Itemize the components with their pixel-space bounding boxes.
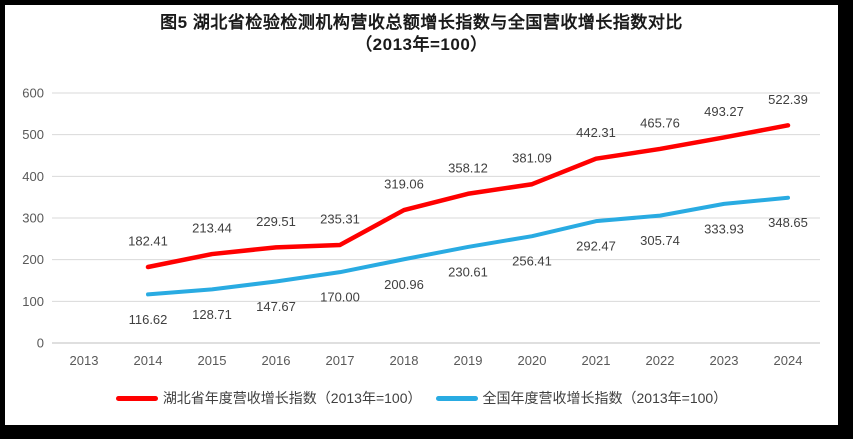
x-tick-label: 2020 (518, 353, 547, 368)
x-tick-label: 2014 (134, 353, 163, 368)
legend-item-national: 全国年度营收增长指数（2013年=100） (435, 388, 728, 408)
chart-title-line1: 图5 湖北省检验检测机构营收总额增长指数与全国营收增长指数对比 (160, 13, 683, 32)
data-label: 128.71 (192, 307, 232, 322)
legend-item-hubei: 湖北省年度营收增长指数（2013年=100） (115, 388, 422, 408)
data-label: 305.74 (640, 233, 680, 248)
legend-label-hubei: 湖北省年度营收增长指数（2013年=100） (162, 390, 422, 406)
x-tick-label: 2017 (326, 353, 355, 368)
data-label: 319.06 (384, 177, 424, 192)
data-label: 333.93 (704, 221, 744, 236)
data-label: 170.00 (320, 290, 360, 305)
series-line-hubei (145, 123, 791, 270)
x-tick-label: 2013 (70, 353, 99, 368)
data-label: 235.31 (320, 211, 360, 226)
x-tick-label: 2024 (774, 353, 803, 368)
line-chart: 0 100 200 300 400 500 600 2013 2014 2015 2016 2017 2… (22, 86, 820, 368)
legend-label-national: 全国年度营收增长指数（2013年=100） (482, 390, 728, 406)
data-label: 292.47 (576, 239, 616, 254)
chart-title-line2: （2013年=100） (355, 35, 488, 54)
hubei-series-swatch (115, 395, 158, 401)
y-tick-label: 500 (22, 127, 44, 142)
y-tick-label: 0 (37, 336, 44, 351)
data-label: 116.62 (129, 312, 168, 327)
data-label: 522.39 (768, 92, 808, 107)
y-tick-label: 300 (22, 211, 44, 226)
x-tick-label: 2019 (454, 353, 483, 368)
y-tick-label: 600 (22, 86, 44, 101)
x-tick-label: 2023 (710, 353, 739, 368)
data-label: 358.12 (448, 160, 488, 175)
data-label: 200.96 (384, 277, 424, 292)
x-tick-label: 2015 (198, 353, 227, 368)
data-label: 348.65 (768, 215, 808, 230)
data-label: 213.44 (192, 221, 232, 236)
data-label: 465.76 (640, 115, 680, 130)
x-tick-label: 2022 (646, 353, 675, 368)
data-label: 442.31 (576, 125, 616, 140)
y-tick-label: 100 (22, 294, 44, 309)
data-label: 381.09 (512, 151, 552, 166)
chart-title: 图5 湖北省检验检测机构营收总额增长指数与全国营收增长指数对比 （2013年=1… (5, 12, 838, 56)
data-label: 230.61 (448, 264, 488, 279)
data-label: 182.41 (128, 233, 168, 248)
data-label: 493.27 (704, 104, 744, 119)
series-line-national (146, 195, 790, 297)
national-series-swatch (435, 395, 478, 401)
chart-legend: 湖北省年度营收增长指数（2013年=100） 全国年度营收增长指数（2013年=… (5, 388, 838, 408)
x-tick-label: 2021 (582, 353, 611, 368)
data-label: 229.51 (256, 214, 296, 229)
data-label: 256.41 (512, 254, 552, 269)
x-tick-label: 2016 (262, 353, 291, 368)
x-tick-label: 2018 (390, 353, 419, 368)
y-tick-label: 200 (22, 252, 44, 267)
data-label: 147.67 (256, 299, 296, 314)
y-tick-label: 400 (22, 169, 44, 184)
